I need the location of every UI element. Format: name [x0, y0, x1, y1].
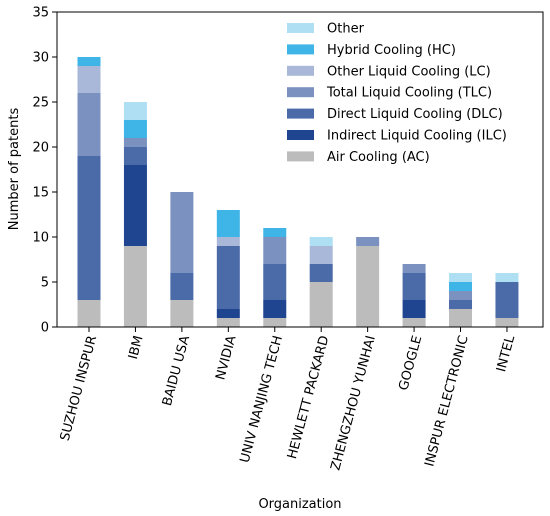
legend-swatch — [287, 23, 314, 33]
bar-segment — [170, 300, 194, 327]
y-axis: 0 5 10 15 20 25 30 35 — [32, 6, 57, 336]
bar-segment — [263, 228, 287, 237]
bar-segment — [263, 300, 287, 318]
x-axis-title: Organization — [258, 497, 341, 512]
bar-segment — [449, 309, 473, 327]
bar-segment — [77, 57, 101, 66]
bar-segment — [309, 246, 333, 264]
bar-segment — [449, 300, 473, 309]
bar-segment — [216, 246, 240, 309]
bar-segment — [216, 318, 240, 327]
bar-segment — [449, 282, 473, 291]
bar-segment — [402, 318, 426, 327]
bar-segment — [495, 273, 519, 282]
bar-segment — [263, 318, 287, 327]
bar-segment — [263, 264, 287, 300]
bar-segment — [170, 273, 194, 300]
bar-segment — [449, 273, 473, 282]
bar-segment — [170, 192, 194, 273]
bar-segment — [309, 282, 333, 327]
bar-segment — [123, 138, 147, 147]
legend-swatch — [287, 130, 314, 140]
bar-segment — [309, 264, 333, 282]
bar-segment — [495, 282, 519, 318]
legend-swatch — [287, 65, 314, 76]
legend-label: Indirect Liquid Cooling (ILC) — [327, 129, 507, 144]
y-tick-label: 35 — [32, 6, 49, 21]
bar-segment — [77, 66, 101, 93]
bar-segment — [123, 246, 147, 327]
bar-segment — [402, 300, 426, 318]
bar-segment — [402, 273, 426, 300]
bar-segment — [123, 147, 147, 165]
y-axis-title: Number of patents — [7, 108, 22, 231]
legend-swatch — [287, 87, 314, 98]
y-tick-label: 30 — [32, 51, 49, 66]
bar-segment — [216, 237, 240, 246]
bar-segment — [77, 156, 101, 300]
bar-segment — [495, 318, 519, 327]
bar-segment — [77, 300, 101, 327]
y-tick-label: 25 — [32, 96, 49, 111]
bar-segment — [77, 93, 101, 156]
bar-segment — [216, 210, 240, 237]
bar-segment — [123, 165, 147, 246]
legend-label: Other — [327, 22, 365, 37]
bar-segment — [356, 237, 380, 246]
bar-segment — [216, 309, 240, 318]
y-tick-label: 15 — [32, 186, 49, 201]
legend-label: Air Cooling (AC) — [327, 150, 430, 165]
legend-swatch — [287, 44, 314, 55]
legend-label: Direct Liquid Cooling (DLC) — [327, 107, 503, 122]
legend-swatch — [287, 151, 314, 162]
legend: Other Hybrid Cooling (HC) Other Liquid Coo… — [287, 22, 507, 165]
bar-segment — [263, 237, 287, 264]
y-tick-label: 10 — [32, 231, 49, 246]
y-tick-label: 20 — [32, 141, 49, 156]
legend-label: Hybrid Cooling (HC) — [327, 43, 456, 58]
x-tick-label: IBM — [126, 334, 147, 361]
y-tick-label: 5 — [41, 276, 49, 291]
bar-segment — [123, 102, 147, 120]
bar-segment — [449, 291, 473, 300]
bar-segment — [356, 246, 380, 327]
legend-swatch — [287, 108, 314, 119]
bar-segment — [123, 120, 147, 138]
plot-frame — [56, 11, 544, 328]
y-tick-label: 0 — [41, 321, 49, 336]
bar-segment — [309, 237, 333, 246]
bars-group — [77, 57, 519, 327]
bar-segment — [402, 264, 426, 273]
legend-label: Total Liquid Cooling (TLC) — [326, 86, 492, 101]
legend-label: Other Liquid Cooling (LC) — [327, 64, 491, 79]
